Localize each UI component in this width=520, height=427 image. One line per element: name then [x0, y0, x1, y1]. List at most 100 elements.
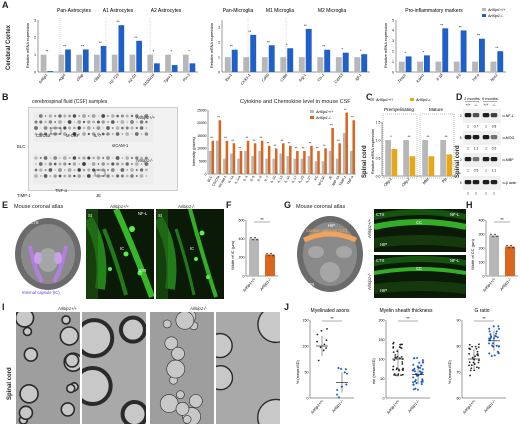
- array-spot: [144, 114, 149, 118]
- myelinated-axon: [65, 383, 76, 394]
- blot-band: [482, 180, 490, 185]
- legend-swatch: [370, 98, 374, 101]
- x-tick-label: Icam1: [416, 73, 426, 83]
- data-point: [325, 347, 327, 349]
- array-spot: [63, 162, 67, 166]
- data-point: [392, 351, 395, 354]
- bar-ko: [250, 34, 257, 72]
- array-spot: [125, 132, 130, 136]
- significance-label: **: [330, 316, 334, 321]
- significance-label: **: [440, 22, 444, 27]
- data-point: [392, 346, 395, 349]
- tick-label: 0: [307, 396, 309, 400]
- array-spot: [111, 127, 114, 129]
- bar-wt: [286, 156, 290, 174]
- tick-label: 3: [218, 26, 220, 30]
- data-point: [495, 344, 498, 348]
- panel-letter: D: [456, 92, 463, 102]
- region-label: St: [88, 213, 92, 218]
- myelinated-axon: [23, 347, 39, 362]
- band-ratio: 0.5: [474, 169, 479, 173]
- array-spot: [126, 121, 128, 123]
- x-tick-label: IL-6: [256, 175, 262, 182]
- band-ratio: 1: [467, 147, 469, 151]
- significance-label: *: [360, 48, 362, 53]
- array-spot: [121, 126, 124, 130]
- array-spot: [44, 132, 48, 136]
- y-axis-label: Relative mRNA expression: [26, 23, 30, 68]
- array-spot: [53, 162, 57, 166]
- array-spot: [116, 114, 119, 118]
- x-tick-label: IL-10: [269, 175, 276, 184]
- array-spot: [49, 157, 52, 159]
- tick-label: 150: [303, 318, 309, 322]
- data-point: [476, 366, 478, 369]
- group-title: Pro-inflammatory markers: [405, 8, 463, 14]
- bar-wt: [440, 140, 446, 176]
- array-spot: [68, 162, 71, 166]
- array-spot: [44, 168, 47, 172]
- data-point: [272, 254, 274, 257]
- callout-label: BLC: [17, 144, 26, 149]
- band-ratio: 1: [467, 169, 469, 173]
- data-point: [471, 356, 474, 359]
- significance-label: **: [407, 134, 411, 139]
- cytokine-array-blot: [28, 107, 178, 191]
- region-label: St: [158, 213, 162, 218]
- array-spot: [145, 120, 148, 124]
- data-point: [335, 388, 339, 392]
- data-point: [477, 361, 480, 364]
- significance-label: **: [295, 146, 298, 150]
- band-ratio: 0.5: [492, 147, 497, 151]
- x-tick-label: IL-5: [249, 175, 255, 182]
- data-point: [490, 233, 492, 236]
- data-point: [256, 238, 258, 241]
- data-point: [400, 374, 403, 377]
- x-tick-label: IL-16: [284, 175, 291, 184]
- tick-label: 2: [218, 41, 220, 45]
- tick-label: 3: [34, 18, 36, 22]
- highlight-box: [94, 169, 106, 177]
- bar-wt: [328, 150, 332, 174]
- legend-swatch: [482, 14, 486, 17]
- array-spot: [126, 169, 128, 171]
- array-spot: [135, 156, 139, 160]
- band-ratio: 1: [485, 192, 487, 196]
- bar-wt: [489, 235, 499, 276]
- legend-label: Arl6ip1+/+: [315, 110, 334, 114]
- tick-label: 100: [479, 260, 485, 264]
- x-tick-label: IL-1a: [227, 175, 234, 184]
- data-point: [401, 363, 404, 365]
- array-spot: [86, 174, 91, 178]
- band-ratio: 1: [485, 169, 487, 173]
- x-tick-label: Tgm-1: [163, 73, 173, 84]
- data-point: [478, 343, 480, 346]
- significance-label: *: [286, 42, 288, 47]
- array-spot: [117, 169, 119, 171]
- array-spot: [43, 126, 48, 130]
- array-spot: [78, 115, 81, 117]
- bar-ko: [289, 145, 292, 174]
- significance-label: *: [188, 49, 190, 54]
- bar-wt: [342, 133, 346, 174]
- array-spot: [73, 126, 76, 130]
- data-point: [398, 357, 401, 360]
- myelinated-axon: [59, 326, 80, 346]
- bar-ko: [225, 140, 229, 174]
- array-spot: [97, 132, 100, 136]
- bar-wt: [249, 238, 259, 276]
- data-point: [317, 359, 320, 362]
- atlas-label: Corpus callosum (CC): [306, 228, 348, 233]
- significance-label: **: [304, 23, 308, 28]
- tick-label: 0: [218, 70, 220, 74]
- y-axis-label: Width of CC (µm): [470, 238, 475, 270]
- data-point: [421, 358, 425, 362]
- data-point: [470, 364, 473, 366]
- blot-band: [464, 157, 472, 162]
- data-point: [416, 388, 420, 391]
- bar-wt: [354, 57, 361, 72]
- array-spot: [130, 174, 134, 178]
- panel-letter: B: [2, 92, 9, 102]
- array-spot: [139, 120, 144, 124]
- bar-ko: [296, 150, 299, 174]
